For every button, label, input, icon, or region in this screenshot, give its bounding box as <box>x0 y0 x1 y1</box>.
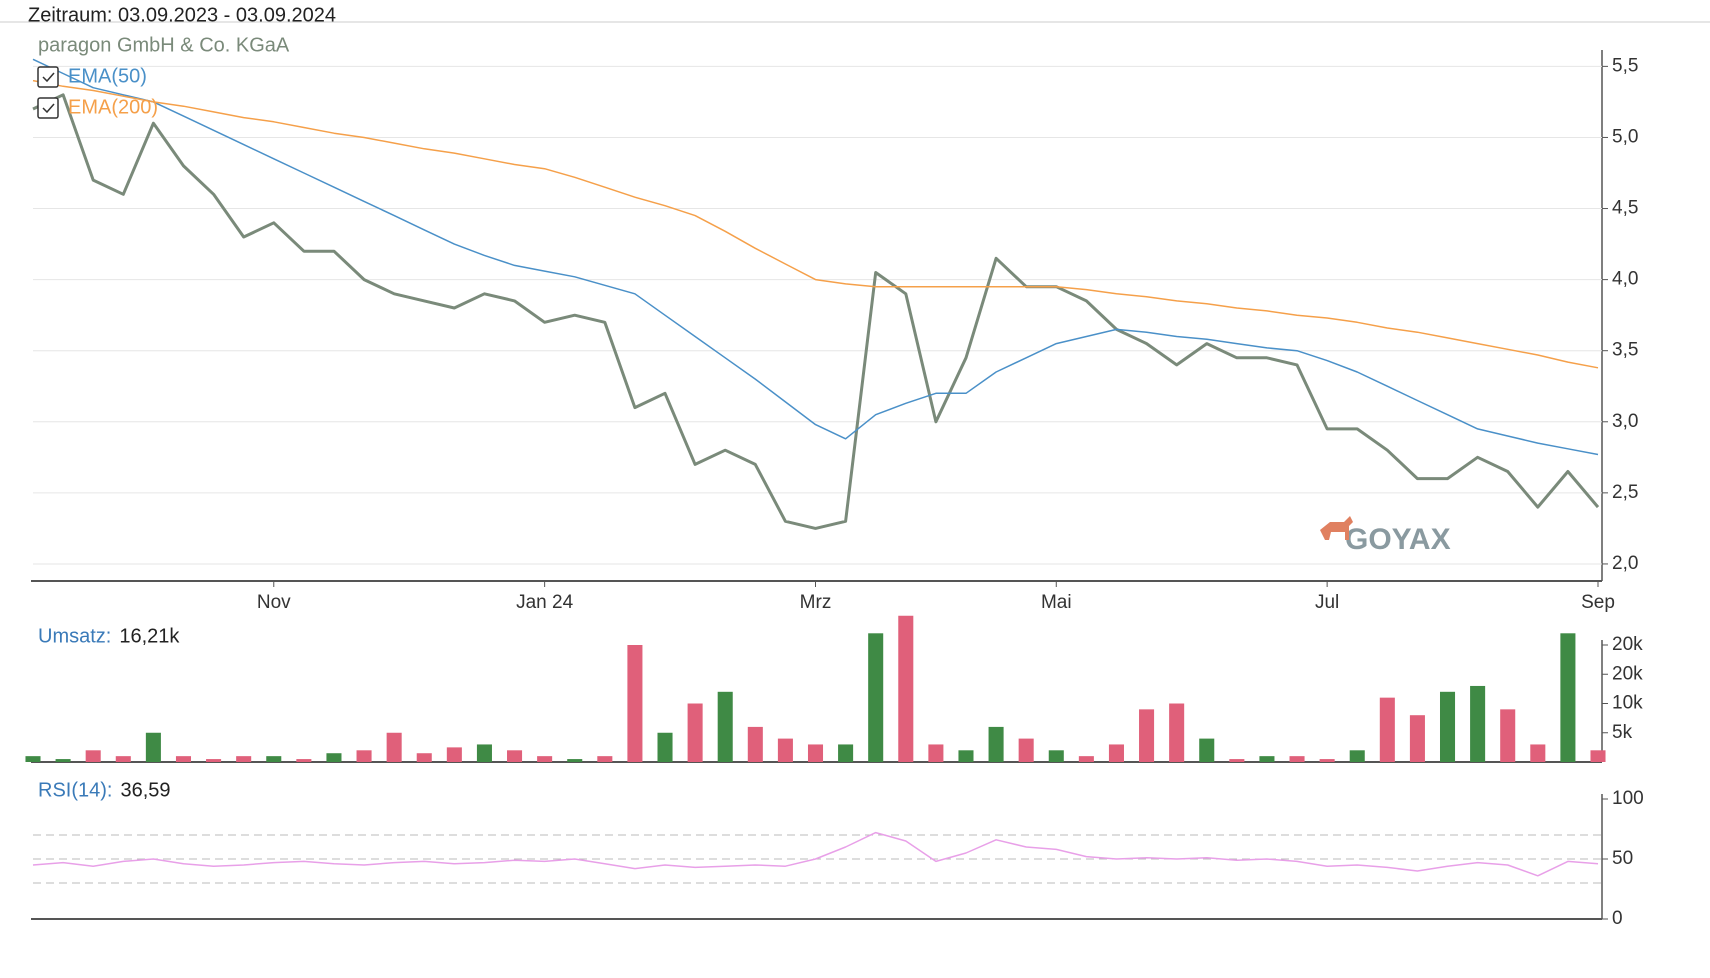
volume-bar <box>1108 744 1124 762</box>
watermark-icon <box>1320 516 1353 540</box>
y-tick-label: 3,0 <box>1612 411 1638 432</box>
y-tick-label: 2,0 <box>1612 553 1638 574</box>
volume-bar <box>1169 703 1185 762</box>
legend-label[interactable]: EMA(50) <box>68 65 147 87</box>
x-tick-label: Mai <box>1041 592 1072 613</box>
volume-bar <box>1470 685 1486 762</box>
watermark: GOYAX <box>1345 523 1451 556</box>
volume-bar <box>1349 750 1365 762</box>
x-tick-label: Jul <box>1315 592 1339 613</box>
y-tick-label: 100 <box>1612 788 1644 809</box>
y-tick-label: 5,0 <box>1612 126 1638 147</box>
volume-bar <box>597 756 613 762</box>
y-tick-label: 4,0 <box>1612 269 1638 290</box>
volume-bar <box>807 744 824 762</box>
volume-bar <box>777 738 793 762</box>
y-tick-label: 2,5 <box>1612 482 1638 503</box>
legend-label[interactable]: EMA(200) <box>68 96 158 118</box>
y-tick-label: 5,5 <box>1612 55 1638 76</box>
volume-bar <box>1048 750 1064 762</box>
y-tick-label: 20k <box>1612 634 1643 655</box>
volume-bar <box>1018 738 1034 762</box>
y-tick-label: 20k <box>1612 663 1643 684</box>
volume-bar <box>296 759 312 762</box>
volume-bar <box>326 753 342 762</box>
volume-bar <box>206 759 222 762</box>
volume-bar <box>356 750 372 762</box>
volume-bar <box>1078 756 1094 762</box>
volume-bar <box>1229 759 1245 762</box>
legend-check <box>42 103 55 114</box>
volume-bar <box>115 756 131 762</box>
x-tick-label: Mrz <box>800 592 832 613</box>
volume-bar <box>1319 759 1335 762</box>
volume-bar <box>476 744 492 762</box>
volume-bar <box>1259 756 1275 762</box>
volume-bar <box>1530 744 1546 762</box>
volume-bar <box>928 744 944 762</box>
volume-bar <box>507 750 523 762</box>
volume-bar <box>657 732 673 762</box>
x-tick-label: Nov <box>257 592 291 613</box>
volume-bar <box>958 750 974 762</box>
y-tick-label: 5k <box>1612 722 1633 743</box>
panel-title: RSI(14): <box>38 779 112 801</box>
volume-bar <box>85 750 101 762</box>
legend-check <box>42 72 55 83</box>
y-tick-label: 4,5 <box>1612 198 1638 219</box>
y-tick-label: 10k <box>1612 693 1643 714</box>
volume-bar <box>687 703 703 762</box>
volume-bar <box>747 726 763 762</box>
panel-last-value: 16,21k <box>119 625 180 647</box>
volume-bar <box>1439 691 1456 762</box>
volume-bar <box>236 756 252 762</box>
series-line <box>32 831 1599 877</box>
volume-bar <box>1560 633 1576 762</box>
volume-bar <box>1289 756 1305 762</box>
volume-bar <box>266 756 282 762</box>
y-tick-label: 0 <box>1612 908 1623 929</box>
y-tick-label: 3,5 <box>1612 340 1638 361</box>
volume-bar <box>1139 709 1155 762</box>
series-line <box>32 79 1599 369</box>
volume-bar <box>1379 697 1395 762</box>
instrument-name: paragon GmbH & Co. KGaA <box>38 34 290 56</box>
volume-bar <box>1590 750 1606 762</box>
volume-bar <box>1409 715 1425 762</box>
volume-bar <box>386 732 402 762</box>
panel-last-value: 36,59 <box>120 779 170 801</box>
legend-checkbox[interactable] <box>37 66 59 88</box>
volume-bar <box>988 726 1004 762</box>
volume-bar <box>627 645 643 762</box>
series-line <box>32 58 1599 456</box>
volume-bar <box>55 759 71 762</box>
volume-bar <box>145 732 161 762</box>
y-tick-label: 50 <box>1612 848 1633 869</box>
volume-bar <box>717 691 733 762</box>
panel-title: Umsatz: <box>38 625 111 647</box>
volume-bar <box>175 756 192 762</box>
x-tick-label: Jan 24 <box>516 592 573 613</box>
volume-bar <box>25 756 41 762</box>
volume-bar <box>898 615 914 762</box>
volume-bar <box>446 747 462 762</box>
x-tick-label: Sep <box>1581 592 1615 613</box>
volume-bar <box>416 753 432 762</box>
series-line <box>32 93 1600 530</box>
volume-bar <box>1199 738 1215 762</box>
volume-bar <box>567 759 583 762</box>
legend-checkbox[interactable] <box>37 97 59 119</box>
volume-bar <box>838 744 854 762</box>
volume-bar <box>537 756 553 762</box>
period-title: Zeitraum: 03.09.2023 - 03.09.2024 <box>28 4 336 26</box>
volume-bar <box>868 633 884 762</box>
volume-bar <box>1500 709 1516 762</box>
